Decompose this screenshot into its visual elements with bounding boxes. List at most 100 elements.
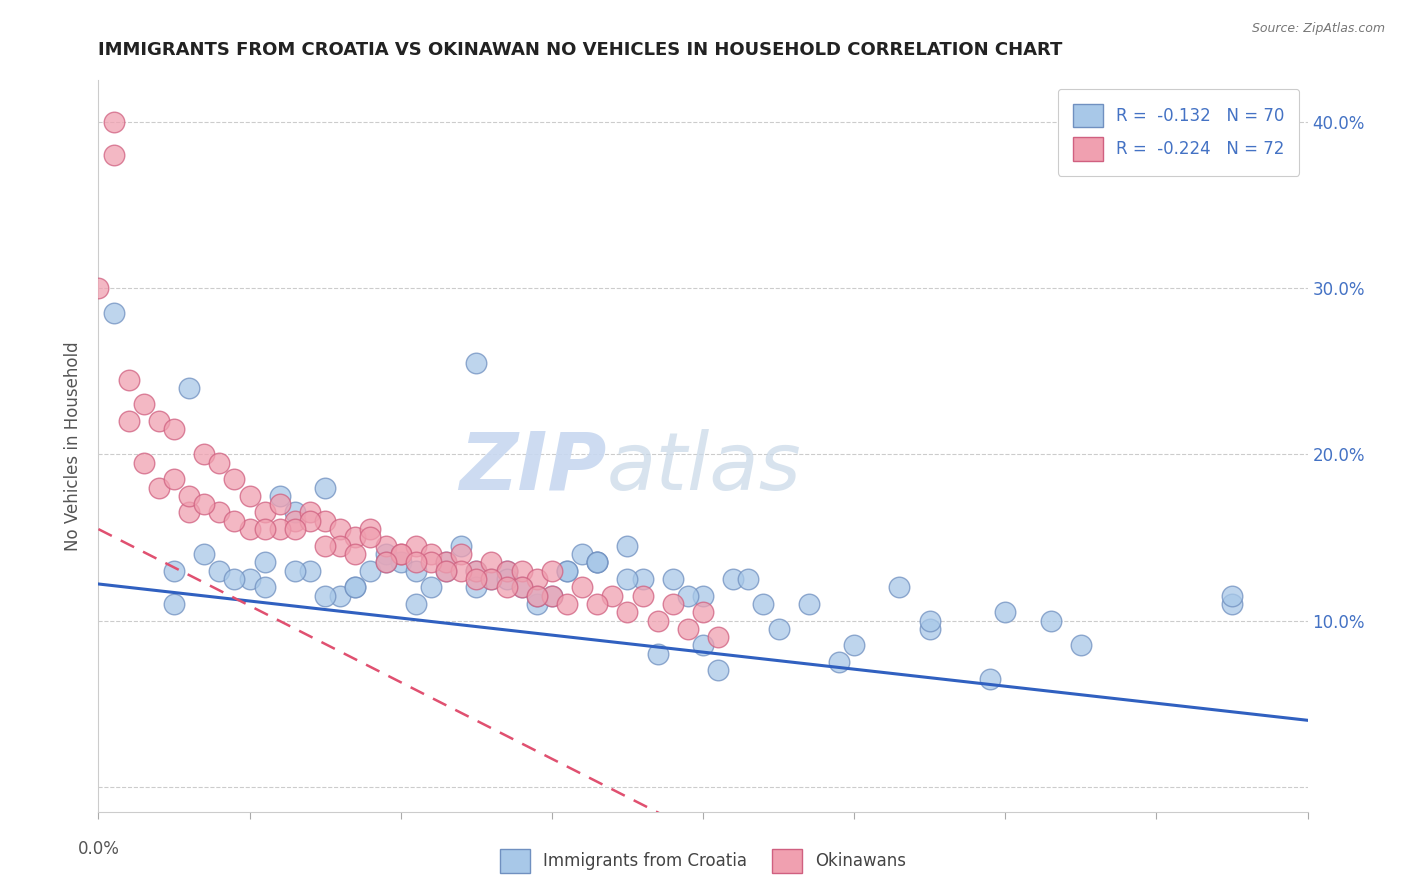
Point — [555, 564, 578, 578]
Point — [179, 489, 201, 503]
Point — [555, 597, 578, 611]
Point — [179, 381, 201, 395]
Point — [495, 572, 517, 586]
Point — [510, 580, 533, 594]
Point — [239, 522, 262, 536]
Point — [360, 564, 382, 578]
Point — [631, 589, 654, 603]
Point — [797, 597, 820, 611]
Point — [132, 456, 155, 470]
Legend: Immigrants from Croatia, Okinawans: Immigrants from Croatia, Okinawans — [494, 842, 912, 880]
Text: 0.0%: 0.0% — [77, 839, 120, 857]
Point — [540, 589, 562, 603]
Point — [208, 564, 231, 578]
Point — [163, 422, 186, 436]
Point — [481, 572, 503, 586]
Point — [1220, 597, 1243, 611]
Point — [224, 472, 246, 486]
Point — [299, 564, 322, 578]
Point — [586, 555, 609, 569]
Point — [526, 589, 548, 603]
Point — [118, 414, 141, 428]
Point — [329, 589, 352, 603]
Point — [526, 589, 548, 603]
Point — [692, 639, 714, 653]
Point — [405, 564, 427, 578]
Point — [374, 555, 396, 569]
Point — [1220, 589, 1243, 603]
Point — [661, 597, 683, 611]
Point — [299, 514, 322, 528]
Point — [360, 522, 382, 536]
Point — [420, 547, 443, 561]
Point — [889, 580, 911, 594]
Point — [87, 281, 110, 295]
Point — [631, 572, 654, 586]
Text: Source: ZipAtlas.com: Source: ZipAtlas.com — [1251, 22, 1385, 36]
Point — [148, 414, 170, 428]
Point — [269, 522, 291, 536]
Text: atlas: atlas — [606, 429, 801, 507]
Point — [555, 564, 578, 578]
Point — [389, 555, 412, 569]
Point — [647, 647, 669, 661]
Point — [314, 539, 336, 553]
Point — [526, 597, 548, 611]
Point — [193, 447, 215, 461]
Point — [692, 589, 714, 603]
Point — [253, 522, 276, 536]
Point — [103, 115, 125, 129]
Point — [344, 530, 367, 544]
Point — [389, 547, 412, 561]
Point — [179, 506, 201, 520]
Point — [224, 514, 246, 528]
Point — [314, 481, 336, 495]
Point — [420, 580, 443, 594]
Point — [586, 555, 609, 569]
Point — [707, 664, 730, 678]
Point — [1070, 639, 1092, 653]
Point — [465, 564, 488, 578]
Point — [224, 572, 246, 586]
Point — [284, 514, 307, 528]
Point — [193, 547, 215, 561]
Point — [1039, 614, 1062, 628]
Text: IMMIGRANTS FROM CROATIA VS OKINAWAN NO VEHICLES IN HOUSEHOLD CORRELATION CHART: IMMIGRANTS FROM CROATIA VS OKINAWAN NO V… — [98, 41, 1063, 59]
Point — [420, 555, 443, 569]
Point — [314, 514, 336, 528]
Point — [737, 572, 759, 586]
Point — [752, 597, 775, 611]
Point — [208, 506, 231, 520]
Point — [405, 539, 427, 553]
Point — [434, 555, 457, 569]
Point — [647, 614, 669, 628]
Point — [481, 572, 503, 586]
Point — [405, 555, 427, 569]
Point — [344, 547, 367, 561]
Point — [163, 472, 186, 486]
Point — [510, 564, 533, 578]
Point — [918, 622, 941, 636]
Point — [918, 614, 941, 628]
Point — [495, 580, 517, 594]
Point — [450, 564, 472, 578]
Point — [465, 572, 488, 586]
Point — [239, 489, 262, 503]
Point — [979, 672, 1001, 686]
Point — [103, 306, 125, 320]
Point — [434, 555, 457, 569]
Point — [450, 539, 472, 553]
Point — [571, 547, 593, 561]
Point — [329, 522, 352, 536]
Point — [253, 506, 276, 520]
Point — [465, 580, 488, 594]
Point — [676, 589, 699, 603]
Point — [405, 597, 427, 611]
Point — [481, 555, 503, 569]
Point — [540, 564, 562, 578]
Point — [163, 564, 186, 578]
Point — [103, 148, 125, 162]
Y-axis label: No Vehicles in Household: No Vehicles in Household — [65, 341, 83, 551]
Point — [844, 639, 866, 653]
Point — [193, 497, 215, 511]
